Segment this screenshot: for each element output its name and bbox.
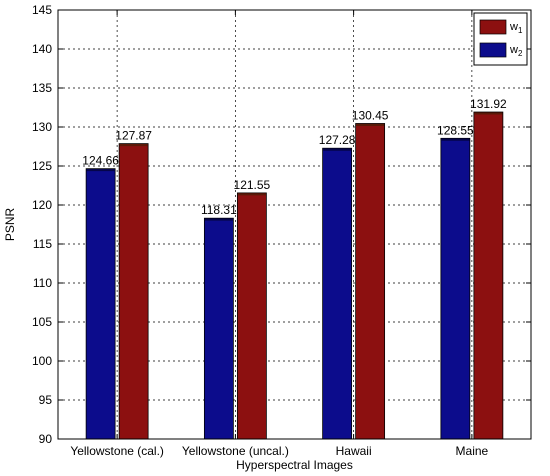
y-tick-label: 90 <box>39 432 53 446</box>
data-label-w2: 118.31 <box>201 203 237 217</box>
data-label-w2: 127.28 <box>319 133 356 147</box>
y-tick-label: 105 <box>32 315 52 329</box>
y-tick-label: 125 <box>32 159 52 173</box>
y-tick-label: 145 <box>32 3 52 17</box>
y-tick-label: 135 <box>32 81 52 95</box>
grid <box>58 10 531 439</box>
y-tick-label: 140 <box>32 42 52 56</box>
bar-w1-1 <box>118 143 149 440</box>
bar-w1-2 <box>236 192 267 440</box>
data-label-w1: 121.55 <box>234 178 271 192</box>
y-axis-title: PSNR <box>3 207 17 241</box>
legend: w1 w2 <box>473 12 528 66</box>
x-tick-label: Yellowstone (uncal.) <box>182 444 289 458</box>
y-tick-label: 115 <box>33 237 52 251</box>
y-tick-label: 120 <box>32 198 52 212</box>
legend-swatch-w2 <box>479 42 507 58</box>
bar-w2-2 <box>203 217 234 440</box>
y-tick-label: 95 <box>39 393 53 407</box>
x-tick-label: Hawaii <box>336 444 372 458</box>
data-label-w2: 124.66 <box>82 154 119 168</box>
plot-frame <box>57 9 532 440</box>
data-label-w1: 127.87 <box>115 129 152 143</box>
bar-w2-3 <box>322 147 353 440</box>
y-tick-label: 110 <box>33 276 52 290</box>
y-tick-label: 100 <box>32 354 52 368</box>
bar-w2-4 <box>440 137 471 440</box>
ticks: 90 95 100 105 110 115 120 125 130 135 140 145 Yellow… <box>32 3 531 458</box>
legend-label-w1: w1 <box>509 21 523 35</box>
bar-w2-1 <box>85 168 116 440</box>
data-labels: 124.66 127.87 118.31 121.55 127.28 130.45 128.… <box>82 97 507 217</box>
y-tick-label: 130 <box>32 120 52 134</box>
x-tick-label: Maine <box>456 444 489 458</box>
bars <box>85 111 504 440</box>
data-label-w2: 128.55 <box>437 123 474 137</box>
bar-w1-3 <box>355 123 386 440</box>
data-label-w1: 130.45 <box>352 108 389 122</box>
legend-label-w2: w2 <box>509 44 523 58</box>
x-tick-label: Yellowstone (cal.) <box>70 444 164 458</box>
data-label-w1: 131.92 <box>470 97 507 111</box>
bar-w1-4 <box>473 111 504 440</box>
x-axis-title: Hyperspectral Images <box>236 458 353 472</box>
legend-swatch-w1 <box>479 19 507 35</box>
